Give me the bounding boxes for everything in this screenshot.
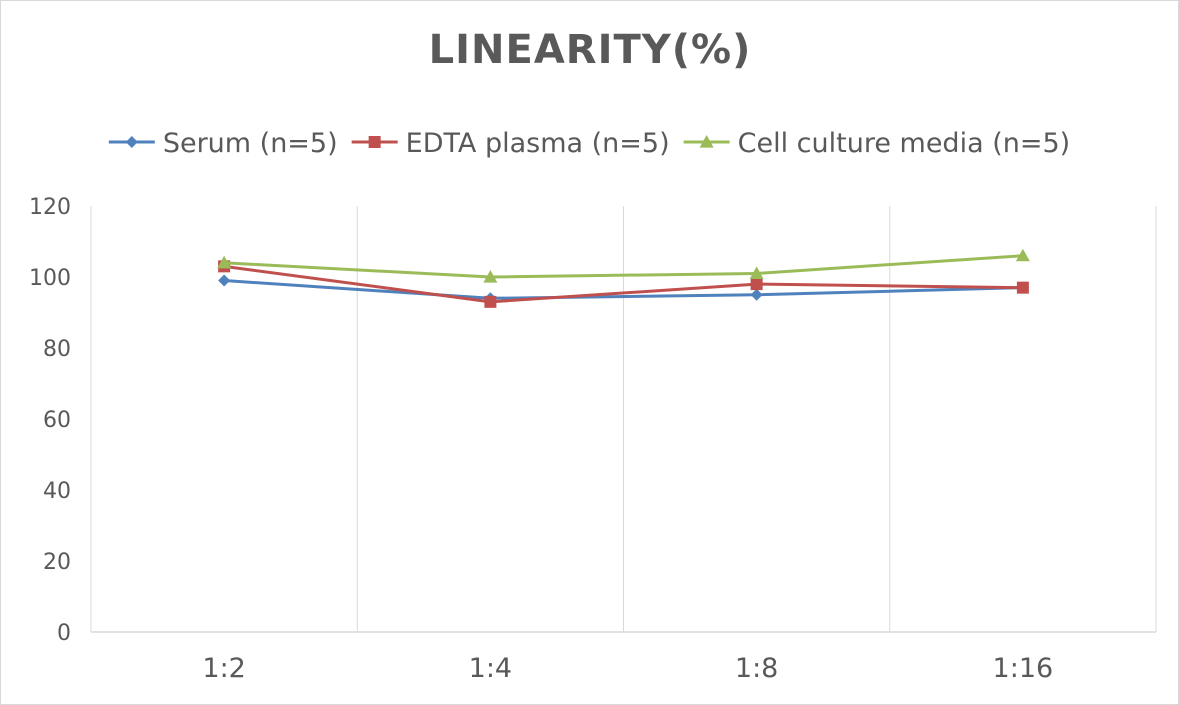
legend-marker: [699, 135, 714, 148]
x-tick-label: 1:16: [993, 653, 1054, 684]
data-point: [1016, 281, 1029, 294]
x-tick-label: 1:4: [469, 653, 512, 684]
legend-label: Cell culture media (n=5): [738, 128, 1071, 159]
data-point: [750, 288, 763, 301]
legend: Serum (n=5) EDTA plasma (n=5) Cell culture…: [108, 128, 1071, 159]
series-2: [218, 260, 1029, 308]
series-line: [223, 264, 1023, 304]
y-tick-label: 0: [57, 621, 71, 646]
y-tick-label: 60: [43, 408, 71, 433]
x-tick-label: 1:2: [202, 653, 245, 684]
y-tick-label: 100: [29, 266, 71, 291]
series-layer: [217, 248, 1030, 308]
legend-item: Serum (n=5): [108, 128, 338, 159]
series-line: [224, 279, 1023, 300]
legend-label: Serum (n=5): [163, 128, 338, 159]
y-tick-label: 80: [43, 337, 71, 362]
y-tick-label: 120: [29, 195, 71, 220]
chart-title: LINEARITY(%): [429, 27, 752, 73]
data-point: [218, 274, 231, 287]
data-point: [749, 266, 764, 280]
x-tick-label: 1:8: [735, 653, 778, 684]
y-tick-label: 20: [43, 550, 71, 575]
axes: 0 20 40 60 80 100 120 1:2 1:4 1:8 1:16: [29, 195, 1156, 684]
data-point: [750, 278, 763, 291]
data-point: [484, 295, 497, 308]
legend-marker: [368, 136, 381, 148]
grid: [90, 206, 1157, 632]
data-point: [217, 255, 232, 269]
data-point: [483, 270, 498, 283]
series-3: [217, 248, 1030, 283]
legend-marker: [125, 136, 138, 148]
legend-label: EDTA plasma (n=5): [406, 128, 670, 159]
legend-item: EDTA plasma (n=5): [351, 128, 670, 159]
series-line: [224, 254, 1023, 279]
legend-item: Cell culture media (n=5): [683, 128, 1071, 159]
y-tick-label: 40: [43, 479, 71, 504]
data-point: [1015, 248, 1030, 262]
